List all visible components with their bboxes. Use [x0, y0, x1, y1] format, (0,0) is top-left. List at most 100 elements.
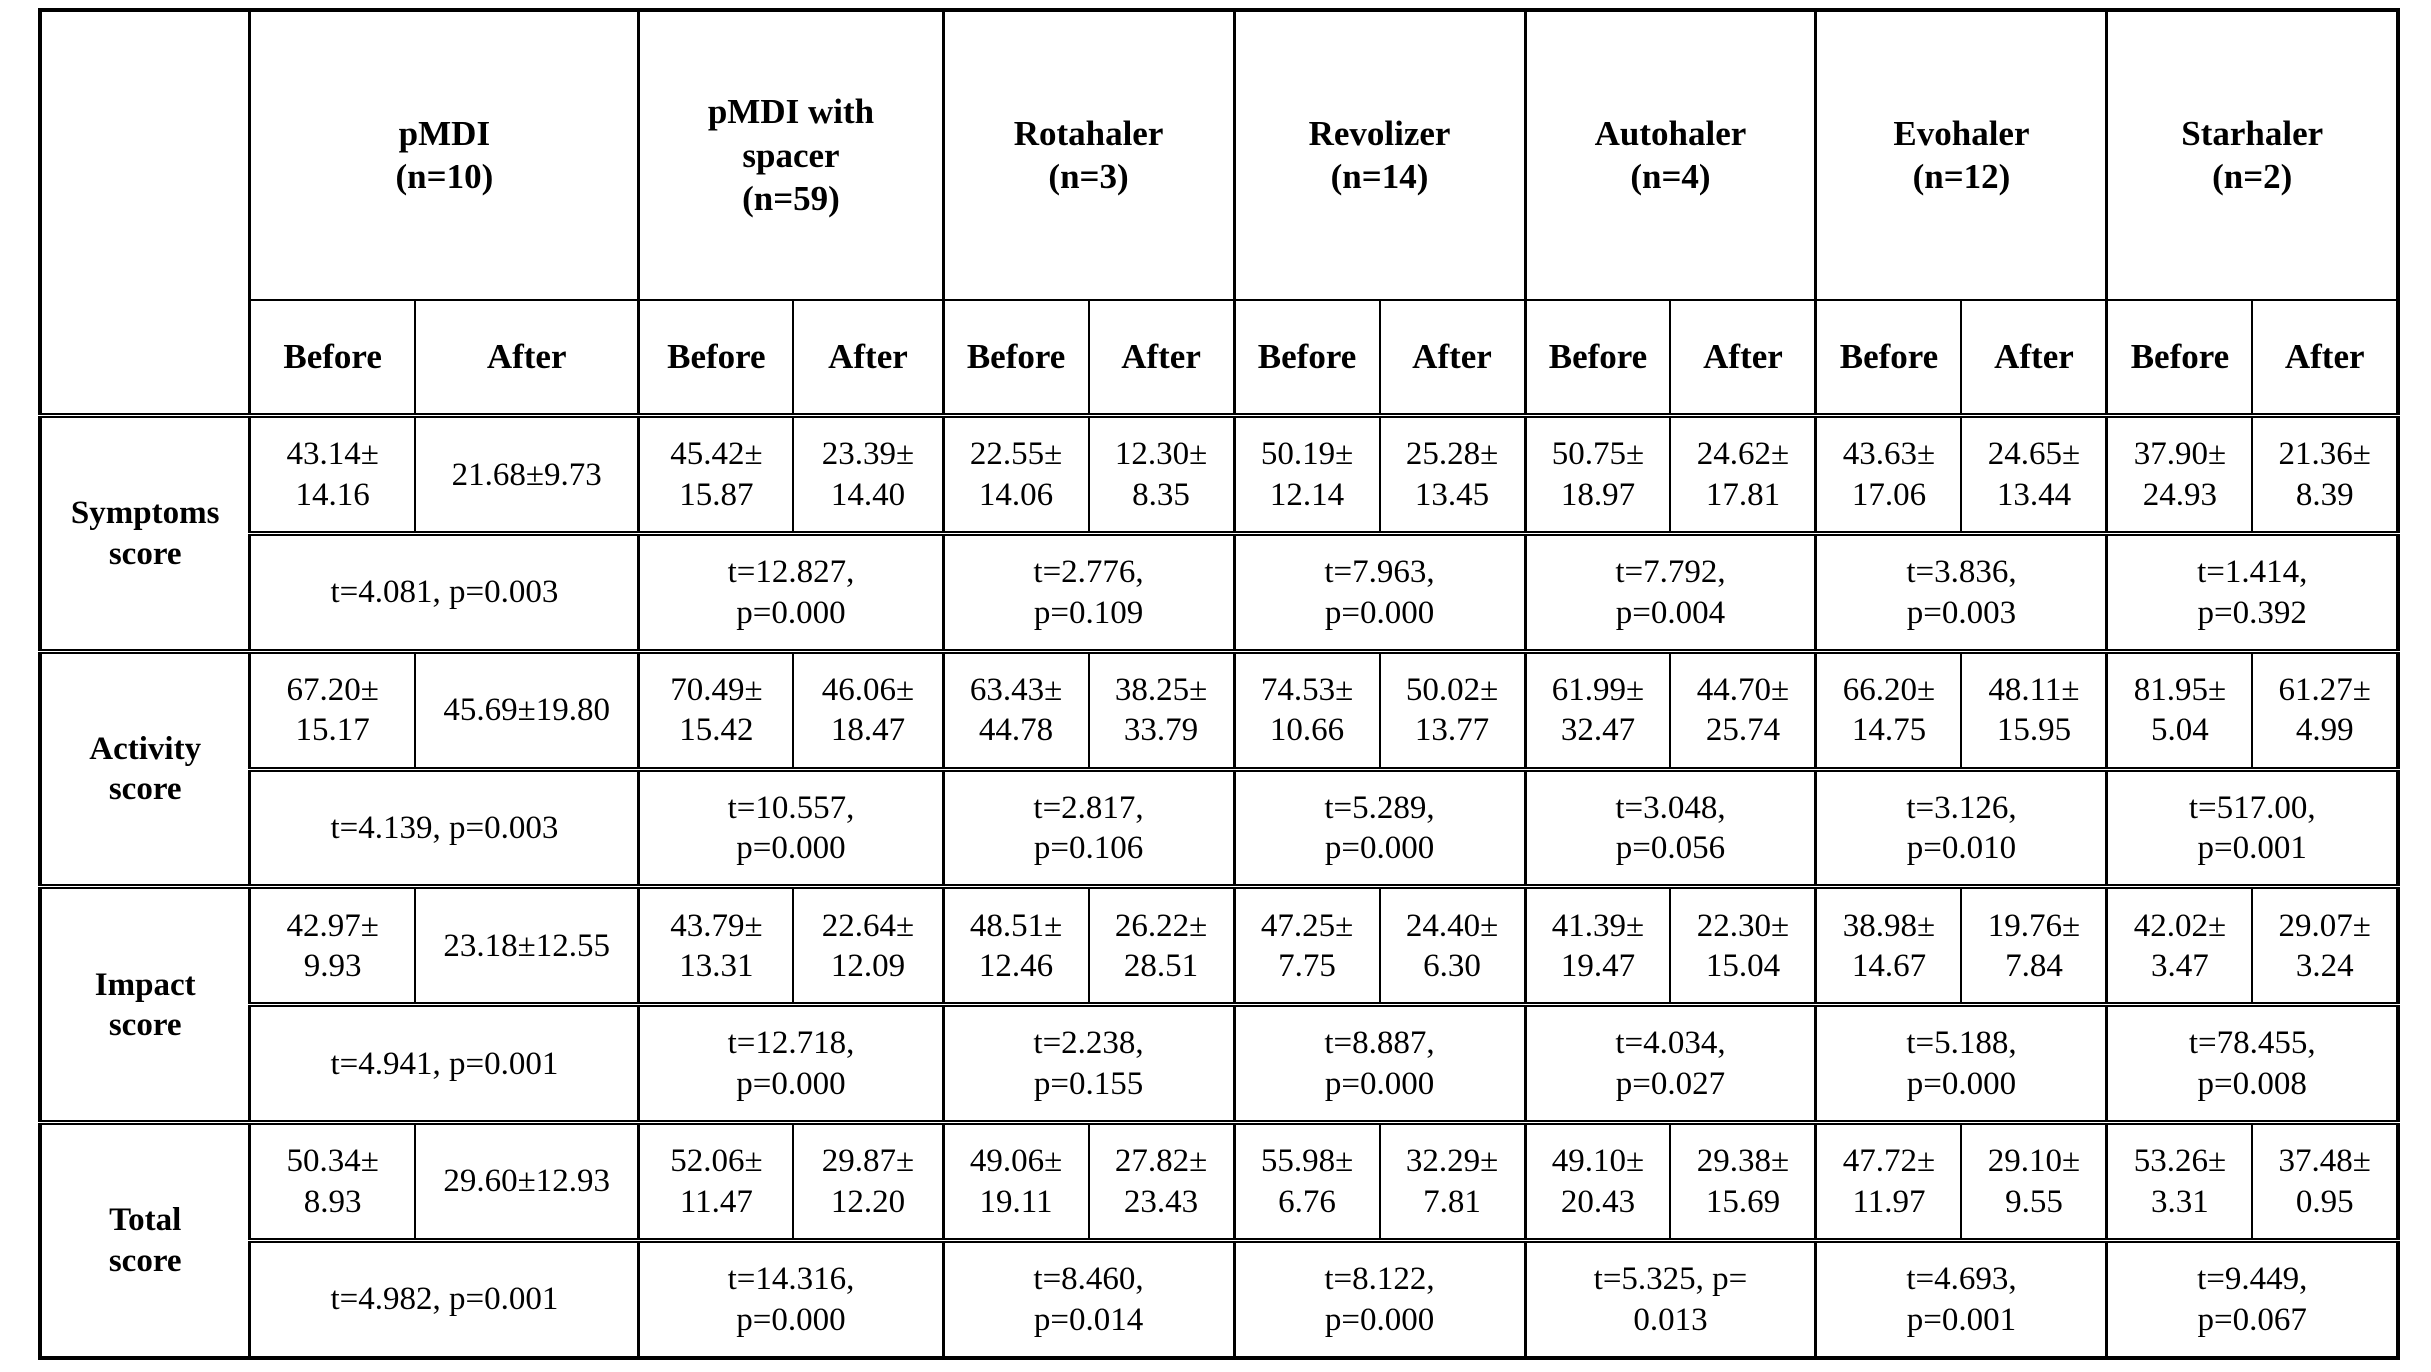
score-before-cell: 50.19± 12.14 — [1232, 413, 1381, 535]
stat-cell: t=3.836, p=0.003 — [1814, 531, 2108, 653]
score-after-cell: 24.40± 6.30 — [1378, 884, 1527, 1006]
stat-cell: t=4.693, p=0.001 — [1814, 1238, 2108, 1360]
score-after-cell: 12.30± 8.35 — [1087, 413, 1236, 535]
score-after-cell: 45.69±19.80 — [413, 648, 640, 771]
symptoms-values-row: Symptoms score 43.14± 14.16 21.68±9.73 4… — [39, 413, 2399, 653]
score-before-cell: 41.39± 19.47 — [1523, 884, 1672, 1006]
score-after-cell: 32.29± 7.81 — [1378, 1120, 1527, 1242]
score-after-cell: 29.60±12.93 — [413, 1120, 640, 1242]
score-before-cell: 61.99± 32.47 — [1523, 648, 1672, 771]
after-header: After — [792, 298, 945, 417]
stat-cell: t=78.455, p=0.008 — [2105, 1002, 2400, 1124]
score-after-cell: 24.62± 17.81 — [1669, 413, 1817, 535]
stat-cell: t=4.941, p=0.001 — [248, 1002, 640, 1124]
score-before-cell: 53.26± 3.31 — [2105, 1120, 2254, 1242]
score-after-cell: 25.28± 13.45 — [1378, 413, 1527, 535]
row-label-impact: Impact score — [39, 884, 251, 1124]
before-header: Before — [248, 298, 416, 417]
after-header: After — [1087, 298, 1236, 417]
score-after-cell: 37.48± 0.95 — [2251, 1120, 2399, 1242]
score-before-cell: 52.06± 11.47 — [637, 1120, 795, 1242]
score-before-cell: 49.06± 19.11 — [941, 1120, 1090, 1242]
score-after-cell: 27.82± 23.43 — [1087, 1120, 1236, 1242]
score-after-cell: 21.68±9.73 — [413, 413, 640, 535]
score-before-cell: 63.43± 44.78 — [941, 648, 1090, 771]
row-label-activity: Activity score — [39, 648, 251, 888]
stat-cell: t=8.887, p=0.000 — [1232, 1002, 1526, 1124]
stat-cell: t=8.460, p=0.014 — [941, 1238, 1236, 1360]
device-header-pmdi-spacer: pMDI with spacer (n=59) — [637, 9, 945, 301]
score-after-cell: 29.87± 12.20 — [792, 1120, 945, 1242]
score-before-cell: 22.55± 14.06 — [941, 413, 1090, 535]
row-label-total: Total score — [39, 1120, 251, 1360]
score-after-cell: 50.02± 13.77 — [1378, 648, 1527, 771]
score-after-cell: 29.38± 15.69 — [1669, 1120, 1817, 1242]
score-before-cell: 43.14± 14.16 — [248, 413, 416, 535]
score-before-cell: 38.98± 14.67 — [1814, 884, 1963, 1006]
total-stat-row: t=4.982, p=0.001 t=14.316, p=0.000 t=8.4… — [40, 1238, 2400, 1360]
score-after-cell: 23.39± 14.40 — [792, 413, 945, 535]
stat-cell: t=2.238, p=0.155 — [941, 1002, 1236, 1124]
stat-cell: t=2.817, p=0.106 — [941, 766, 1236, 888]
device-header-starhaler: Starhaler (n=2) — [2105, 9, 2400, 301]
stat-cell: t=4.081, p=0.003 — [248, 531, 640, 653]
score-after-cell: 38.25± 33.79 — [1087, 648, 1236, 771]
score-after-cell: 22.64± 12.09 — [792, 884, 945, 1006]
after-header: After — [1669, 298, 1817, 417]
score-before-cell: 47.25± 7.75 — [1232, 884, 1381, 1006]
score-after-cell: 22.30± 15.04 — [1669, 884, 1817, 1006]
score-after-cell: 26.22± 28.51 — [1087, 884, 1236, 1006]
stat-cell: t=12.718, p=0.000 — [637, 1002, 945, 1124]
score-after-cell: 29.07± 3.24 — [2251, 884, 2399, 1006]
score-after-cell: 23.18±12.55 — [413, 884, 640, 1006]
activity-stat-row: t=4.139, p=0.003 t=10.557, p=0.000 t=2.8… — [40, 766, 2400, 888]
score-after-cell: 44.70± 25.74 — [1669, 648, 1817, 771]
stat-cell: t=3.048, p=0.056 — [1523, 766, 1817, 888]
stat-cell: t=7.963, p=0.000 — [1232, 531, 1526, 653]
before-header: Before — [1232, 298, 1381, 417]
activity-values-row: Activity score 67.20± 15.17 45.69±19.80 … — [39, 648, 2399, 888]
score-before-cell: 42.02± 3.47 — [2105, 884, 2254, 1006]
stat-cell: t=10.557, p=0.000 — [637, 766, 945, 888]
score-before-cell: 70.49± 15.42 — [637, 648, 795, 771]
before-header: Before — [1814, 298, 1963, 417]
score-before-cell: 48.51± 12.46 — [941, 884, 1090, 1006]
device-header-rotahaler: Rotahaler (n=3) — [941, 9, 1236, 301]
stat-cell: t=5.289, p=0.000 — [1232, 766, 1526, 888]
symptoms-stat-row: t=4.081, p=0.003 t=12.827, p=0.000 t=2.7… — [40, 531, 2400, 653]
score-after-cell: 48.11± 15.95 — [1960, 648, 2108, 771]
after-header: After — [1378, 298, 1527, 417]
score-before-cell: 50.75± 18.97 — [1523, 413, 1672, 535]
score-before-cell: 47.72± 11.97 — [1814, 1120, 1963, 1242]
stat-cell: t=2.776, p=0.109 — [941, 531, 1236, 653]
device-header-row: pMDI (n=10) pMDI with spacer (n=59) Rota… — [39, 9, 2400, 417]
stat-cell: t=3.126, p=0.010 — [1814, 766, 2108, 888]
impact-stat-row: t=4.941, p=0.001 t=12.718, p=0.000 t=2.2… — [40, 1002, 2400, 1124]
stat-cell: t=7.792, p=0.004 — [1523, 531, 1817, 653]
score-after-cell: 61.27± 4.99 — [2251, 648, 2399, 771]
total-values-row: Total score 50.34± 8.93 29.60±12.93 52.0… — [39, 1120, 2399, 1360]
score-after-cell: 21.36± 8.39 — [2251, 413, 2399, 535]
device-header-evohaler: Evohaler (n=12) — [1814, 9, 2108, 301]
score-before-cell: 43.63± 17.06 — [1814, 413, 1963, 535]
inhaler-scores-table: pMDI (n=10) pMDI with spacer (n=59) Rota… — [38, 8, 2400, 1360]
corner-cell — [39, 9, 251, 417]
stat-cell: t=12.827, p=0.000 — [637, 531, 945, 653]
before-header: Before — [637, 298, 795, 417]
stat-cell: t=14.316, p=0.000 — [637, 1238, 945, 1360]
score-before-cell: 67.20± 15.17 — [248, 648, 416, 771]
after-header: After — [413, 298, 640, 417]
device-header-autohaler: Autohaler (n=4) — [1523, 9, 1817, 301]
after-header: After — [1960, 298, 2108, 417]
score-before-cell: 74.53± 10.66 — [1232, 648, 1381, 771]
stat-cell: t=5.325, p= 0.013 — [1523, 1238, 1817, 1360]
score-before-cell: 55.98± 6.76 — [1232, 1120, 1381, 1242]
stat-cell: t=4.139, p=0.003 — [248, 766, 640, 888]
score-before-cell: 81.95± 5.04 — [2105, 648, 2254, 771]
score-before-cell: 66.20± 14.75 — [1814, 648, 1963, 771]
score-after-cell: 46.06± 18.47 — [792, 648, 945, 771]
score-before-cell: 50.34± 8.93 — [248, 1120, 416, 1242]
before-header: Before — [941, 298, 1090, 417]
score-before-cell: 42.97± 9.93 — [248, 884, 416, 1006]
before-header: Before — [2105, 298, 2254, 417]
